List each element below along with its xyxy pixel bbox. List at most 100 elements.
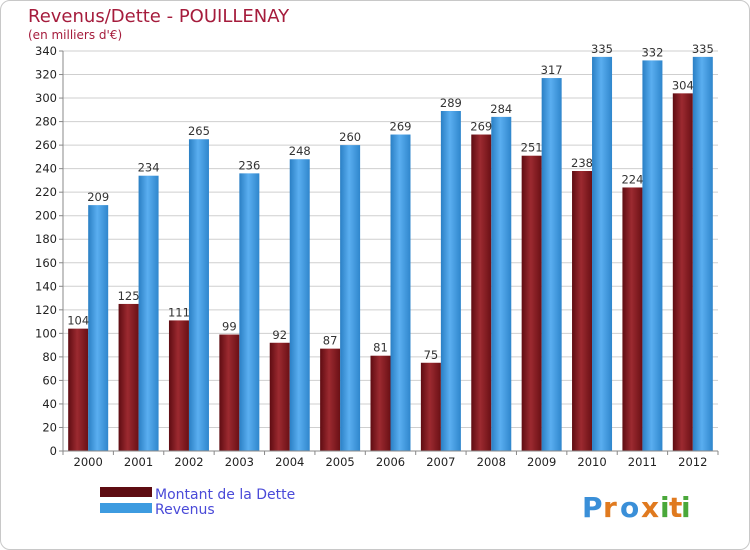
value-label-revenue: 289 (440, 96, 462, 110)
svg-text:i: i (660, 491, 670, 524)
y-tick-label: 220 (35, 185, 57, 199)
bar-revenue (88, 205, 109, 451)
y-tick-label: 340 (35, 44, 57, 58)
svg-text:P: P (582, 491, 603, 524)
y-axis-ticks: 0 20 40 60 80 100 120 140 160 180 200 220 240 260 280 3… (35, 44, 63, 458)
legend-label-revenue: Revenus (155, 502, 215, 518)
bar-revenue (692, 56, 713, 451)
y-tick-label: 80 (42, 350, 57, 364)
svg-text:r: r (603, 491, 617, 524)
y-tick-label: 140 (35, 279, 57, 293)
value-labels: 104 209 125 234 111 265 99 236 92 248 87 260 81 269 75… (67, 42, 714, 362)
proxiti-logo: P r o x i t i (582, 491, 691, 524)
x-tick-label: 2001 (124, 455, 153, 469)
value-label-debt: 104 (67, 314, 89, 328)
y-tick-label: 120 (35, 303, 57, 317)
value-label-revenue: 248 (289, 144, 311, 158)
x-tick-label: 2002 (174, 455, 203, 469)
value-label-debt: 224 (621, 172, 643, 186)
legend-label-debt: Montant de la Dette (155, 487, 295, 503)
bar-debt (672, 93, 693, 452)
y-tick-label: 100 (35, 326, 57, 340)
bar-revenue (188, 139, 209, 451)
value-label-debt: 238 (571, 156, 593, 170)
bar-revenue (138, 175, 159, 452)
bar-debt (471, 134, 492, 451)
bar-revenue (592, 56, 613, 451)
chart-title: Revenus/Dette - POUILLENAY (28, 6, 290, 27)
bar-revenue (289, 159, 310, 451)
value-label-debt: 87 (323, 334, 338, 348)
x-tick-label: 2009 (527, 455, 556, 469)
value-label-revenue: 335 (591, 42, 613, 56)
value-label-revenue: 269 (390, 120, 412, 134)
value-label-debt: 99 (222, 320, 237, 334)
value-label-revenue: 236 (238, 158, 260, 172)
bar-debt (420, 362, 441, 451)
bar-revenue (390, 134, 411, 451)
value-label-debt: 269 (470, 120, 492, 134)
svg-text:t: t (669, 491, 682, 524)
bar-revenue (491, 116, 512, 451)
bar-debt (320, 348, 341, 451)
value-label-revenue: 335 (692, 42, 714, 56)
value-label-revenue: 260 (339, 130, 361, 144)
x-tick-label: 2011 (628, 455, 657, 469)
value-label-revenue: 317 (541, 63, 563, 77)
svg-text:i: i (681, 491, 691, 524)
y-tick-label: 180 (35, 232, 57, 246)
bar-revenue (541, 78, 562, 451)
x-tick-label: 2000 (74, 455, 103, 469)
y-tick-label: 20 (42, 420, 57, 434)
y-tick-label: 320 (35, 68, 57, 82)
y-tick-label: 200 (35, 209, 57, 223)
bar-revenue (642, 60, 663, 451)
value-label-revenue: 209 (87, 190, 109, 204)
y-tick-label: 300 (35, 91, 57, 105)
value-label-revenue: 284 (490, 102, 512, 116)
y-tick-label: 240 (35, 162, 57, 176)
bar-debt (521, 155, 542, 452)
y-tick-label: 260 (35, 138, 57, 152)
bars (68, 56, 713, 452)
legend-swatch-debt (100, 487, 152, 497)
svg-text:o: o (620, 491, 639, 524)
x-tick-label: 2010 (577, 455, 606, 469)
bar-debt (269, 342, 290, 451)
bar-debt (118, 303, 139, 451)
value-label-debt: 92 (272, 328, 287, 342)
x-tick-label: 2006 (376, 455, 405, 469)
value-label-debt: 81 (373, 341, 388, 355)
bar-debt (68, 328, 89, 451)
x-tick-label: 2012 (678, 455, 707, 469)
x-axis-ticks: 2000 2001 2002 2003 2004 2005 2006 2007 2008 2009… (62, 451, 719, 469)
legend-swatch-revenue (100, 503, 152, 513)
bar-revenue (239, 173, 260, 451)
value-label-debt: 251 (521, 141, 543, 155)
bar-debt (622, 187, 643, 451)
bar-revenue (340, 145, 361, 451)
bar-debt (168, 320, 189, 451)
svg-text:x: x (641, 491, 659, 524)
value-label-debt: 304 (672, 78, 694, 92)
y-tick-label: 280 (35, 115, 57, 129)
value-label-revenue: 332 (641, 45, 663, 59)
bar-debt (219, 334, 240, 451)
x-tick-label: 2004 (275, 455, 304, 469)
x-tick-label: 2008 (477, 455, 506, 469)
value-label-debt: 111 (168, 305, 190, 319)
value-label-debt: 75 (424, 348, 439, 362)
value-label-revenue: 265 (188, 124, 210, 138)
bar-revenue (440, 111, 461, 451)
y-tick-label: 0 (50, 444, 57, 458)
x-tick-label: 2005 (325, 455, 354, 469)
value-label-revenue: 234 (138, 161, 160, 175)
chart-subtitle: (en milliers d'€) (28, 28, 122, 42)
y-tick-label: 160 (35, 256, 57, 270)
bar-debt (370, 355, 391, 451)
x-tick-label: 2003 (225, 455, 254, 469)
value-label-debt: 125 (118, 289, 140, 303)
x-tick-label: 2007 (426, 455, 455, 469)
y-tick-label: 60 (42, 373, 57, 387)
